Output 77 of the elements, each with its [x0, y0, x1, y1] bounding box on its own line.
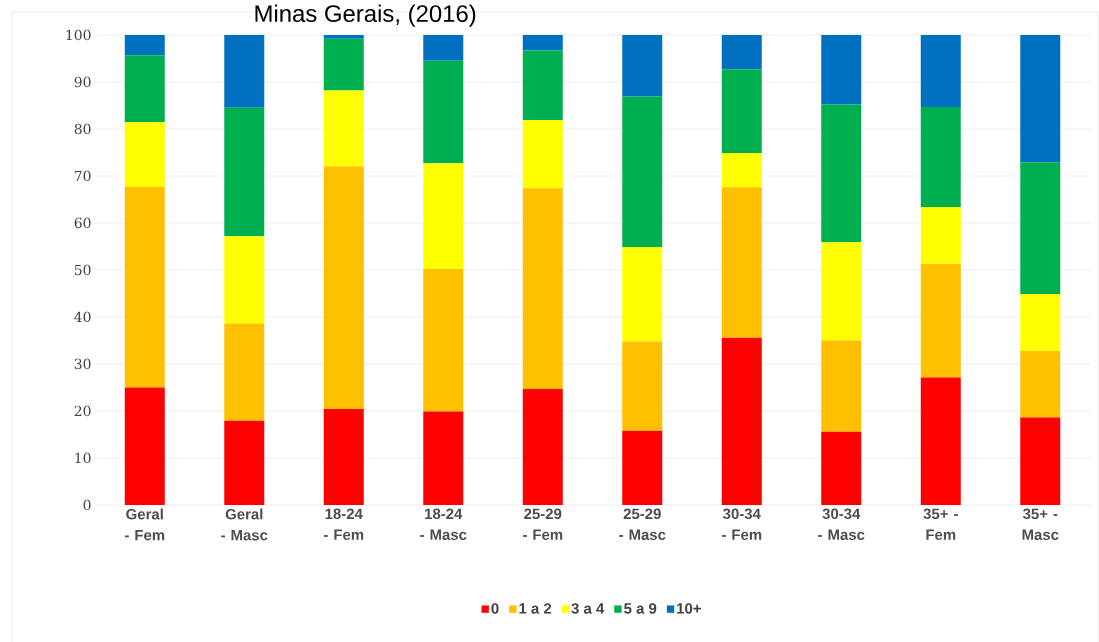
bar [721, 34, 762, 70]
x-tick-label: 30-34 - Masc [818, 508, 865, 540]
bar [522, 120, 563, 189]
bar [522, 50, 563, 121]
y-tick-label: 20 [74, 405, 91, 417]
bar [323, 409, 364, 505]
bar [622, 430, 663, 505]
bar [423, 34, 464, 61]
y-tick-label: 100 [66, 29, 91, 41]
x-tick-label: Geral - Masc [221, 508, 268, 541]
y-tick-label: 30 [74, 358, 91, 370]
bar [821, 431, 862, 505]
bar [821, 104, 862, 243]
bar [224, 107, 265, 237]
y-tick-label: 40 [74, 311, 91, 323]
y-tick-label: 0 [83, 499, 91, 511]
bar [323, 38, 364, 91]
bar [224, 323, 265, 421]
bar [124, 121, 165, 187]
x-tick-label: 25-29 - Masc [619, 508, 666, 540]
bar [423, 163, 464, 270]
bar [1020, 162, 1061, 294]
bar [423, 60, 464, 164]
legend-label: 1 a 2 [519, 603, 552, 614]
bar [920, 377, 961, 505]
bar [323, 166, 364, 410]
y-tick-label: 80 [74, 123, 91, 135]
bar [721, 187, 762, 338]
bar [920, 207, 961, 264]
bar [920, 263, 961, 378]
x-tick-label: 18-24 - Fem [324, 508, 364, 540]
bar [124, 55, 165, 122]
bar [224, 34, 265, 108]
x-tick-label: 35+ - Masc [1022, 508, 1059, 540]
bar [622, 96, 663, 247]
bar [323, 34, 364, 39]
bar [423, 269, 464, 412]
bar [622, 246, 663, 342]
bar [1020, 350, 1061, 418]
bar [622, 34, 663, 97]
bar [821, 34, 862, 105]
bar [622, 341, 663, 431]
x-tick-label: 18-24 - Masc [420, 508, 467, 540]
bar [1020, 417, 1061, 505]
x-tick-label: Geral - Fem [125, 508, 165, 541]
bar [522, 388, 563, 505]
bar [1020, 293, 1061, 351]
bar [920, 34, 961, 107]
bar [721, 337, 762, 505]
legend-label: 5 a 9 [624, 603, 657, 614]
bar [721, 69, 762, 153]
bar [920, 106, 961, 207]
y-tick-label: 50 [74, 264, 91, 276]
bar [423, 411, 464, 505]
y-tick-label: 10 [75, 452, 91, 464]
bar [224, 420, 265, 505]
bar [721, 152, 762, 188]
bar [821, 242, 862, 341]
bar [124, 387, 165, 505]
bar [821, 340, 862, 432]
bar [124, 186, 165, 388]
bar [224, 236, 265, 324]
bar [522, 34, 563, 51]
legend-label: 3 a 4 [571, 603, 605, 614]
legend-label: 10+ [677, 603, 701, 614]
bar [124, 34, 165, 56]
y-tick-label: 70 [74, 170, 91, 182]
bar [522, 188, 563, 389]
x-tick-label: 25-29 - Fem [523, 508, 563, 540]
y-tick-label: 60 [74, 217, 91, 229]
bar [1020, 34, 1061, 163]
y-tick-label: 90 [74, 76, 91, 88]
chart-title: Minas Gerais, (2016) [255, 4, 476, 27]
legend-label: 0 [491, 603, 499, 614]
x-tick-label: 35+ - Fem [923, 508, 958, 540]
bar [323, 90, 364, 167]
x-tick-label: 30-34 - Fem [722, 508, 762, 540]
